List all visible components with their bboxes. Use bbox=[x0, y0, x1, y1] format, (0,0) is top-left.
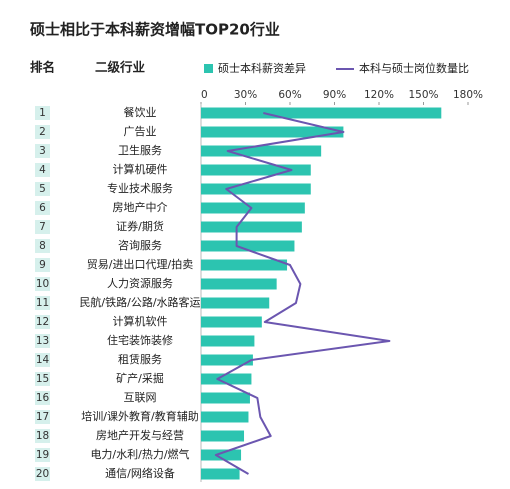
bar bbox=[201, 107, 442, 119]
rank: 18 bbox=[36, 430, 49, 442]
rank-badge bbox=[35, 315, 50, 329]
bar bbox=[201, 202, 305, 214]
rank: 1 bbox=[39, 107, 46, 119]
rank: 10 bbox=[36, 278, 49, 290]
rank-badge bbox=[35, 448, 50, 462]
bar bbox=[201, 278, 277, 290]
rank: 20 bbox=[36, 468, 49, 480]
rank-badge bbox=[35, 182, 50, 196]
rank-badge bbox=[35, 220, 50, 234]
rank: 5 bbox=[39, 183, 46, 195]
rank: 15 bbox=[36, 373, 49, 385]
rank: 17 bbox=[36, 411, 49, 423]
rank: 2 bbox=[39, 126, 46, 138]
x-tick-label: 60% bbox=[278, 89, 301, 101]
bar bbox=[201, 183, 311, 195]
category-label: 贸易/进出口代理/拍卖 bbox=[87, 257, 193, 271]
legend-label: 硕士本科薪资差异 bbox=[218, 61, 306, 75]
rank: 8 bbox=[39, 240, 46, 252]
category-label: 专业技术服务 bbox=[107, 181, 173, 195]
category-label: 民航/铁路/公路/水路客运 bbox=[79, 295, 200, 309]
rank: 13 bbox=[36, 335, 49, 347]
category-label: 房地产开发与经营 bbox=[96, 428, 184, 442]
category-label: 广告业 bbox=[124, 125, 157, 138]
category-label: 电力/水利/热力/燃气 bbox=[90, 447, 189, 461]
x-tick-label: 180% bbox=[453, 89, 483, 101]
bar bbox=[201, 430, 245, 442]
category-label: 互联网 bbox=[124, 391, 157, 404]
rank: 19 bbox=[36, 449, 49, 461]
rank-badge bbox=[35, 391, 50, 405]
category-label: 人力资源服务 bbox=[107, 276, 173, 290]
rank-badge bbox=[35, 429, 50, 443]
chart-title: 硕士相比于本科薪资增幅TOP20行业 bbox=[30, 21, 280, 39]
x-tick-label: 150% bbox=[408, 89, 438, 101]
rank-badge bbox=[35, 106, 50, 120]
bar bbox=[201, 449, 242, 461]
bar bbox=[201, 392, 250, 404]
category-label: 培训/课外教育/教育辅助 bbox=[81, 409, 198, 423]
category-label: 租赁服务 bbox=[118, 352, 162, 366]
category-label: 卫生服务 bbox=[118, 143, 162, 157]
rank-badge bbox=[35, 334, 50, 348]
bar bbox=[201, 411, 249, 423]
category-label: 计算机硬件 bbox=[113, 162, 168, 176]
category-label: 房地产中介 bbox=[113, 200, 168, 214]
rank: 11 bbox=[36, 297, 49, 309]
category-header: 二级行业 bbox=[95, 60, 146, 75]
rank: 9 bbox=[39, 259, 46, 271]
rank-badge bbox=[35, 239, 50, 253]
rank-badge bbox=[35, 372, 50, 386]
rank-badge bbox=[35, 163, 50, 177]
rank-badge bbox=[35, 410, 50, 424]
rank: 14 bbox=[36, 354, 50, 366]
x-tick-label: 90% bbox=[323, 89, 346, 101]
rank-badge bbox=[35, 353, 50, 367]
category-label: 证券/期货 bbox=[116, 219, 164, 233]
bar bbox=[201, 335, 255, 347]
rank-badge bbox=[35, 125, 50, 139]
rank: 6 bbox=[39, 202, 46, 214]
bar bbox=[201, 259, 288, 271]
rank: 7 bbox=[39, 221, 46, 233]
category-label: 餐饮业 bbox=[124, 105, 157, 119]
bar bbox=[201, 145, 322, 157]
rank: 12 bbox=[36, 316, 49, 328]
bar bbox=[201, 221, 302, 233]
bar bbox=[201, 297, 270, 309]
rank-badge bbox=[35, 201, 50, 215]
legend-swatch bbox=[204, 64, 213, 73]
bar bbox=[201, 164, 311, 176]
rank-badge bbox=[35, 258, 50, 272]
rank: 4 bbox=[39, 164, 46, 176]
x-tick-label: 30% bbox=[234, 89, 257, 101]
rank-header: 排名 bbox=[30, 60, 55, 75]
category-label: 矿产/采掘 bbox=[116, 371, 164, 385]
bar bbox=[201, 240, 295, 252]
rank: 3 bbox=[39, 145, 46, 157]
bar bbox=[201, 468, 240, 480]
category-label: 咨询服务 bbox=[118, 238, 162, 252]
bar bbox=[201, 373, 252, 385]
category-label: 通信/网络设备 bbox=[105, 466, 175, 480]
x-tick-label: 120% bbox=[364, 89, 394, 101]
legend-label: 本科与硕士岗位数量比 bbox=[359, 61, 469, 75]
bar bbox=[201, 354, 253, 366]
rank-badge bbox=[35, 144, 50, 158]
bar bbox=[201, 316, 262, 328]
bar bbox=[201, 126, 344, 138]
rank-badge bbox=[35, 296, 50, 310]
rank-badge bbox=[35, 277, 50, 291]
x-tick-label: 0 bbox=[201, 89, 208, 101]
rank: 16 bbox=[36, 392, 50, 404]
line bbox=[214, 112, 391, 475]
rank-badge bbox=[35, 467, 50, 481]
category-label: 住宅装饰装修 bbox=[107, 333, 173, 347]
category-label: 计算机软件 bbox=[113, 314, 168, 328]
